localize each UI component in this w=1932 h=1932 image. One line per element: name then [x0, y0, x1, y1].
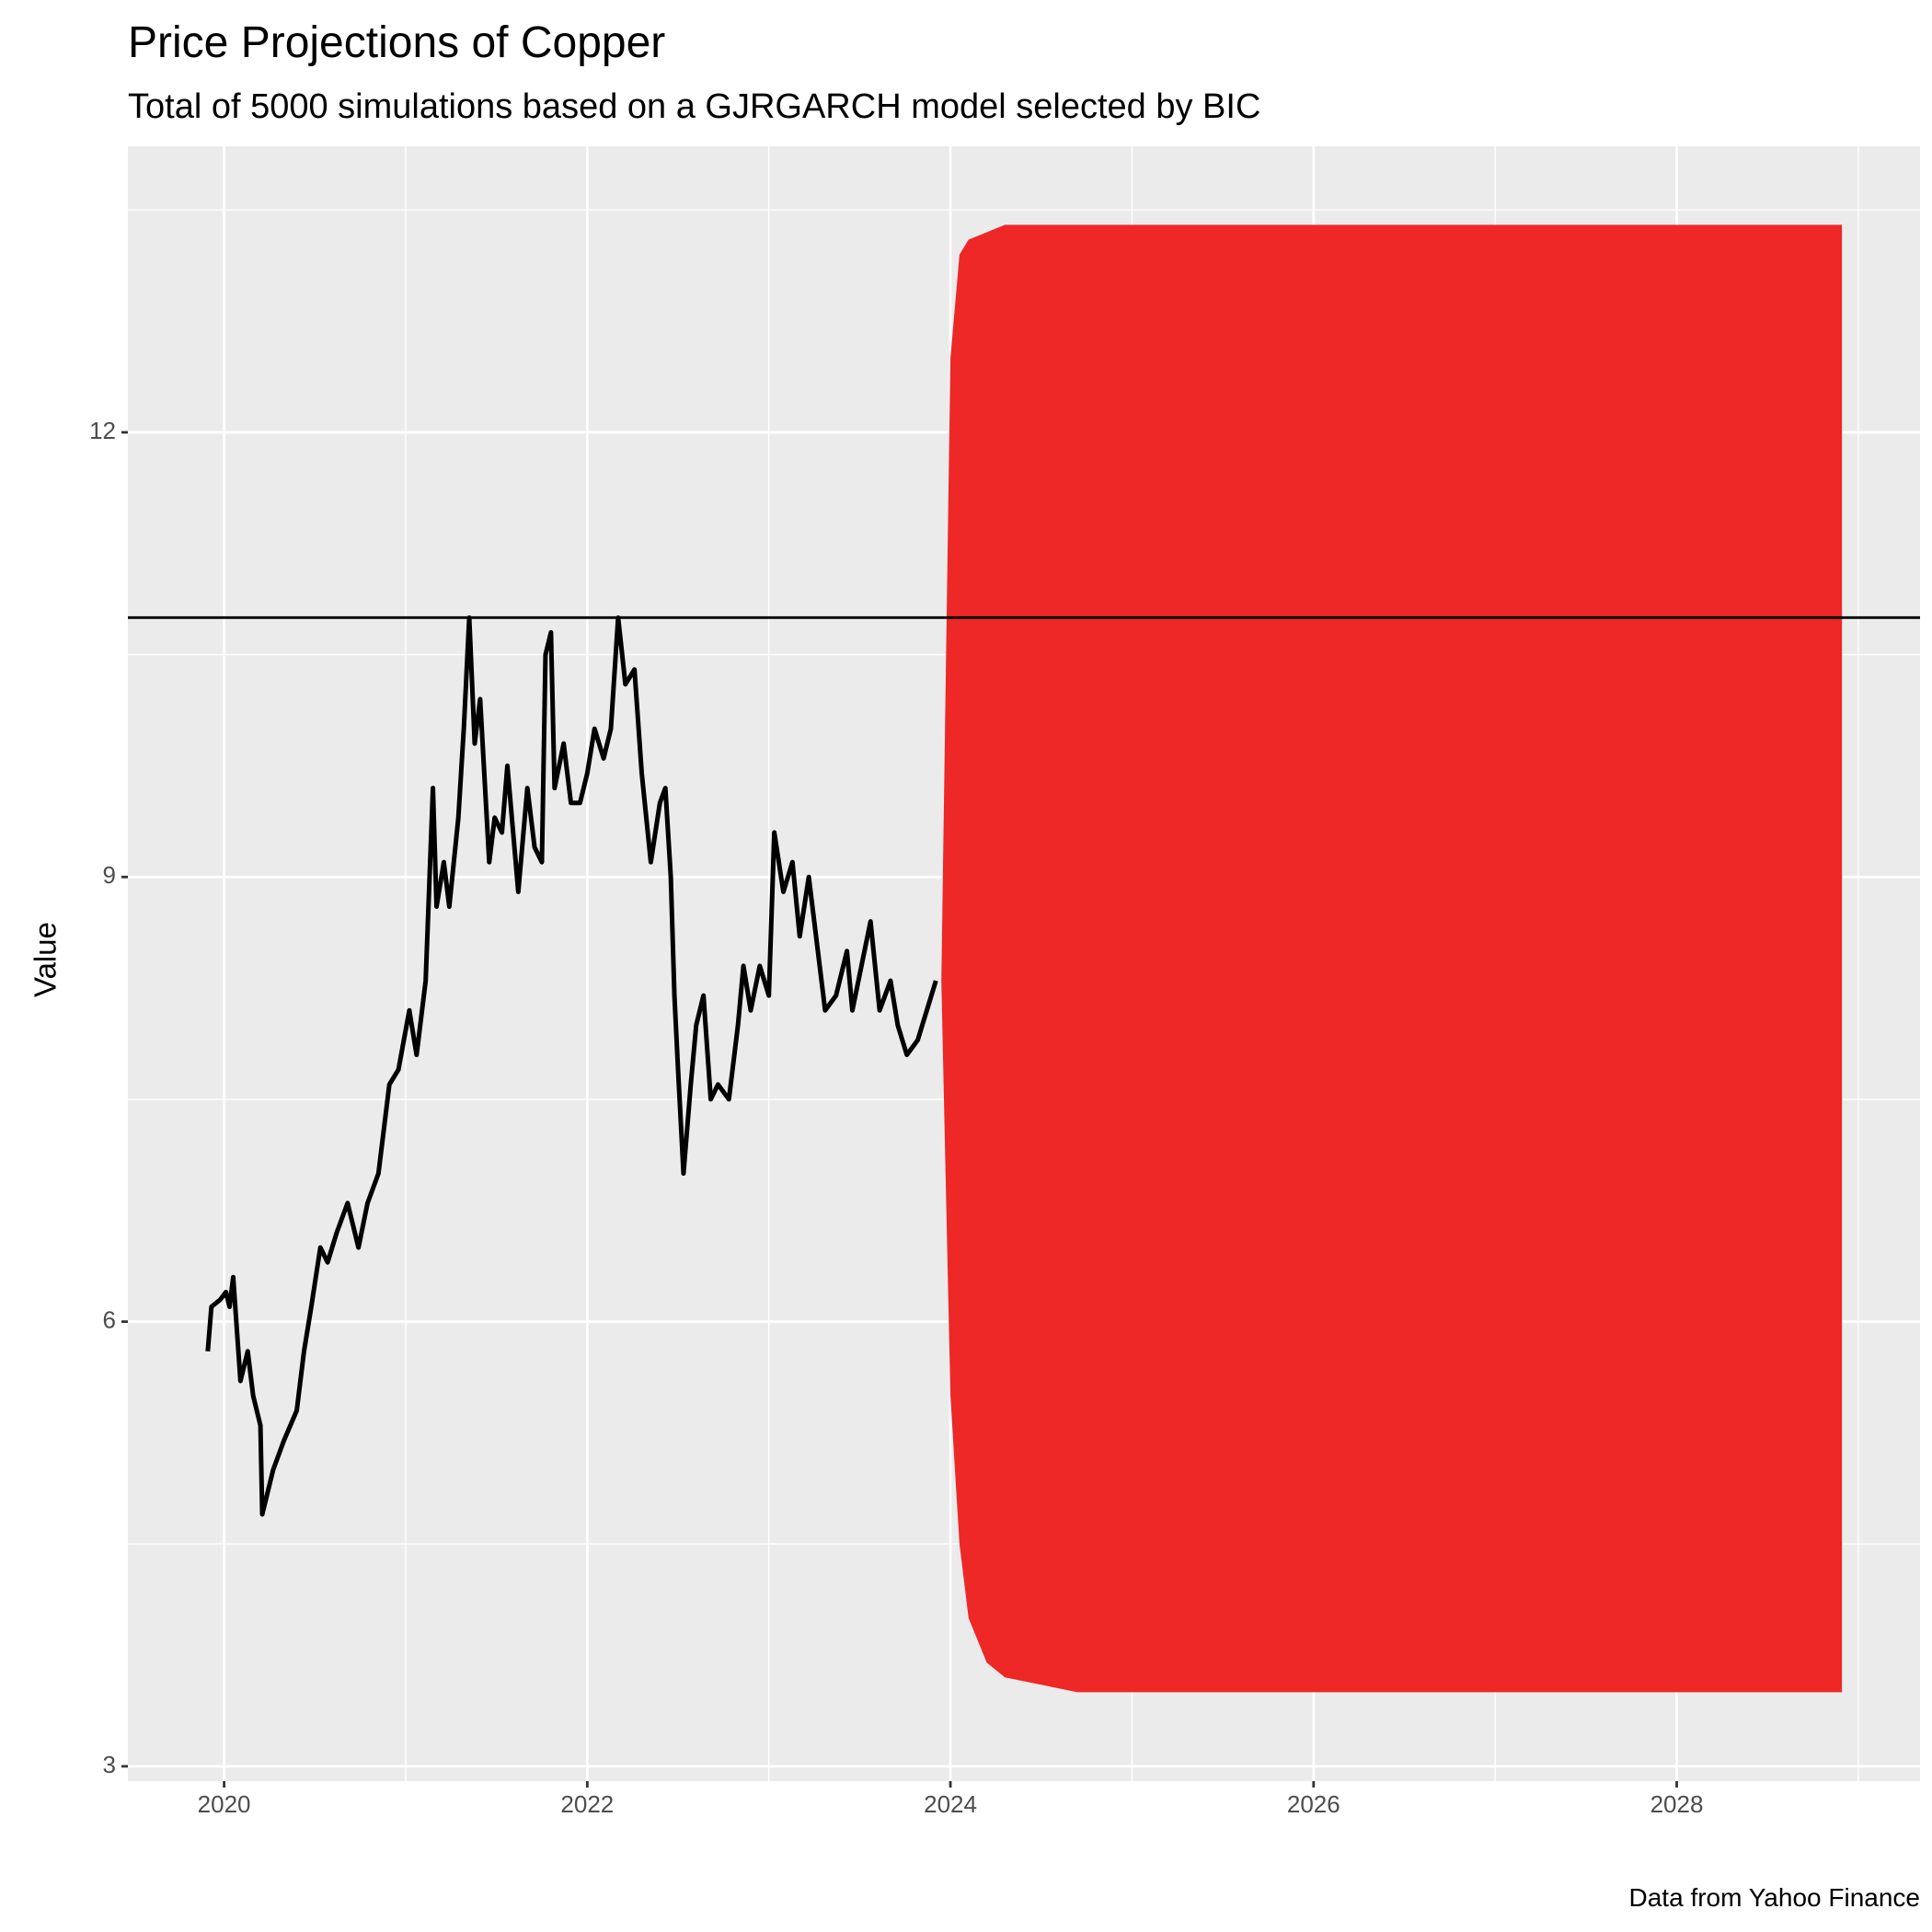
x-tick-label: 2020	[198, 1790, 251, 1818]
chart-subtitle: Total of 5000 simulations based on a GJR…	[128, 87, 1260, 126]
x-tick-label: 2028	[1650, 1790, 1704, 1818]
y-axis-title: Value	[29, 922, 63, 997]
y-tick-label: 6	[103, 1305, 116, 1333]
x-tick-label: 2026	[1287, 1790, 1340, 1818]
x-tick-label: 2022	[560, 1790, 614, 1818]
y-tick-label: 9	[103, 861, 116, 889]
price-line	[205, 615, 938, 1517]
caption: Data from Yahoo Finance	[1629, 1883, 1920, 1912]
y-tick-label: 3	[103, 1751, 116, 1778]
x-tick-label: 2024	[924, 1790, 977, 1818]
simulation-band	[941, 224, 1843, 1693]
y-tick-label: 12	[89, 417, 116, 444]
chart-title: Price Projections of Copper	[128, 18, 665, 67]
